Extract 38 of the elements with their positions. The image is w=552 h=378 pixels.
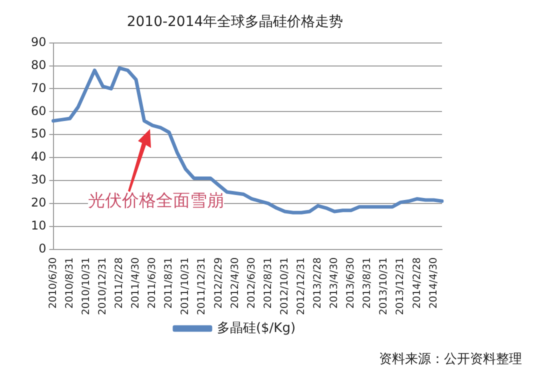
legend-label: 多晶硅($/Kg) <box>216 320 296 336</box>
x-tick-label: 2011/8/31 <box>164 257 175 309</box>
x-tick-label: 2012/2/29 <box>213 257 224 309</box>
y-tick-label: 40 <box>30 150 46 164</box>
y-tick-label: 10 <box>30 218 46 233</box>
x-tick-label: 2010/10/31 <box>80 257 92 316</box>
text: 资料来源：公开资料整理 <box>379 351 522 368</box>
x-tick-label: 2011/6/30 <box>147 257 158 309</box>
x-tick-label: 2012/12/31 <box>296 257 307 316</box>
x-tick-label: 2013/12/31 <box>395 257 406 316</box>
chart-title: 2010-2014年全球多晶硅价格走势 <box>126 14 344 30</box>
x-tick-label: 2013/4/30 <box>329 257 340 309</box>
x-tick-label: 2014/2/28 <box>412 257 423 309</box>
x-tick-label: 2011/10/31 <box>180 257 192 316</box>
x-tick-label: 2013/2/28 <box>312 257 324 309</box>
x-tick-label: 2012/4/30 <box>230 257 241 309</box>
x-tick-label: 2012/6/30 <box>246 257 258 309</box>
x-tick-label: 2011/4/30 <box>130 257 142 309</box>
y-tick-label: 20 <box>30 196 46 210</box>
x-tick-label: 2011/12/31 <box>196 257 208 316</box>
y-tick-label: 50 <box>30 126 46 141</box>
x-tick-label: 2013/10/31 <box>378 257 390 316</box>
annotation: 光伏价格全面雪崩 <box>88 191 224 211</box>
x-tick-label: 2012/8/31 <box>262 257 274 309</box>
x-tick-label: 2012/10/31 <box>279 257 290 316</box>
x-tick-label: 2010/8/31 <box>64 257 76 309</box>
x-tick-label: 2010/6/30 <box>48 257 59 309</box>
y-tick-label: 70 <box>30 80 46 95</box>
y-tick-label: 0 <box>38 241 46 256</box>
x-tick-label: 2014/4/30 <box>428 257 440 309</box>
x-tick-label: 2011/2/28 <box>114 257 126 309</box>
y-tick-label: 30 <box>30 172 46 187</box>
y-tick-label: 80 <box>30 58 46 72</box>
y-tick-label: 60 <box>30 104 46 118</box>
x-tick-label: 2010/12/31 <box>97 257 108 316</box>
y-tick-label: 90 <box>30 34 46 49</box>
x-tick-label: 2013/8/31 <box>362 257 374 309</box>
x-tick-label: 2013/6/30 <box>346 257 357 309</box>
